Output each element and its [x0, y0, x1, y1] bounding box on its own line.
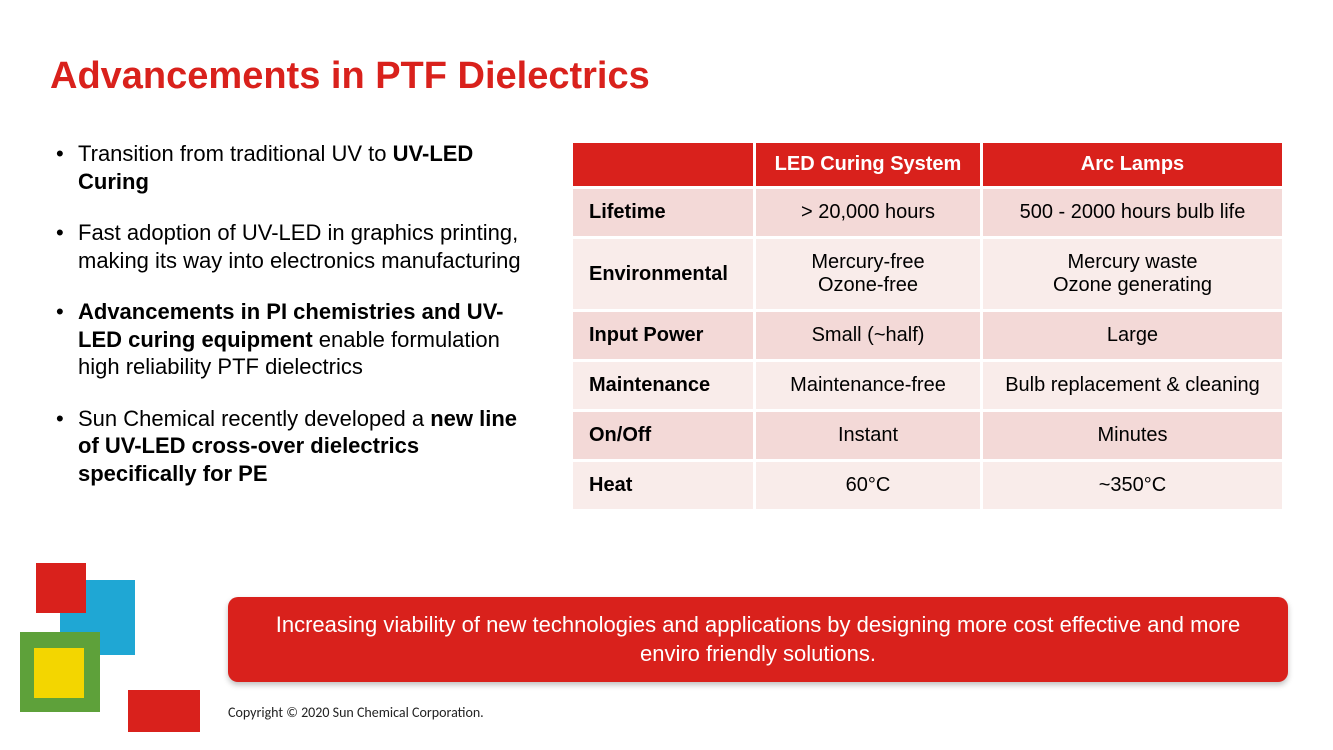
- table-header-empty: [573, 143, 753, 186]
- deco-square: [128, 690, 200, 732]
- table-row: EnvironmentalMercury-freeOzone-freeMercu…: [573, 239, 1282, 309]
- deco-square: [36, 563, 86, 613]
- deco-square: [34, 648, 84, 698]
- table-cell: Mercury wasteOzone generating: [983, 239, 1282, 309]
- table-row: MaintenanceMaintenance-freeBulb replacem…: [573, 362, 1282, 409]
- table-cell: Instant: [756, 412, 980, 459]
- table-cell: Bulb replacement & cleaning: [983, 362, 1282, 409]
- table-cell: > 20,000 hours: [756, 189, 980, 236]
- table-cell: Maintenance-free: [756, 362, 980, 409]
- table-cell: 60°C: [756, 462, 980, 509]
- table-cell: Small (~half): [756, 312, 980, 359]
- decorative-squares: [0, 0, 220, 750]
- table-cell: 500 - 2000 hours bulb life: [983, 189, 1282, 236]
- table-row: On/OffInstantMinutes: [573, 412, 1282, 459]
- table-cell: Minutes: [983, 412, 1282, 459]
- row-label: On/Off: [573, 412, 753, 459]
- content-row: Transition from traditional UV to UV-LED…: [50, 140, 1285, 512]
- table-cell: ~350°C: [983, 462, 1282, 509]
- row-label: Environmental: [573, 239, 753, 309]
- table-cell: Mercury-freeOzone-free: [756, 239, 980, 309]
- table-body: Lifetime> 20,000 hours500 - 2000 hours b…: [573, 189, 1282, 509]
- callout-banner: Increasing viability of new technologies…: [228, 597, 1288, 682]
- table-row: Input PowerSmall (~half)Large: [573, 312, 1282, 359]
- table-row: Lifetime> 20,000 hours500 - 2000 hours b…: [573, 189, 1282, 236]
- row-label: Maintenance: [573, 362, 753, 409]
- row-label: Heat: [573, 462, 753, 509]
- table-cell: Large: [983, 312, 1282, 359]
- comparison-table: LED Curing SystemArc Lamps Lifetime> 20,…: [570, 140, 1285, 512]
- comparison-table-wrap: LED Curing SystemArc Lamps Lifetime> 20,…: [570, 140, 1285, 512]
- row-label: Lifetime: [573, 189, 753, 236]
- table-header: Arc Lamps: [983, 143, 1282, 186]
- table-row: Heat60°C~350°C: [573, 462, 1282, 509]
- table-header: LED Curing System: [756, 143, 980, 186]
- row-label: Input Power: [573, 312, 753, 359]
- copyright-text: Copyright © 2020 Sun Chemical Corporatio…: [228, 704, 484, 721]
- table-head: LED Curing SystemArc Lamps: [573, 143, 1282, 186]
